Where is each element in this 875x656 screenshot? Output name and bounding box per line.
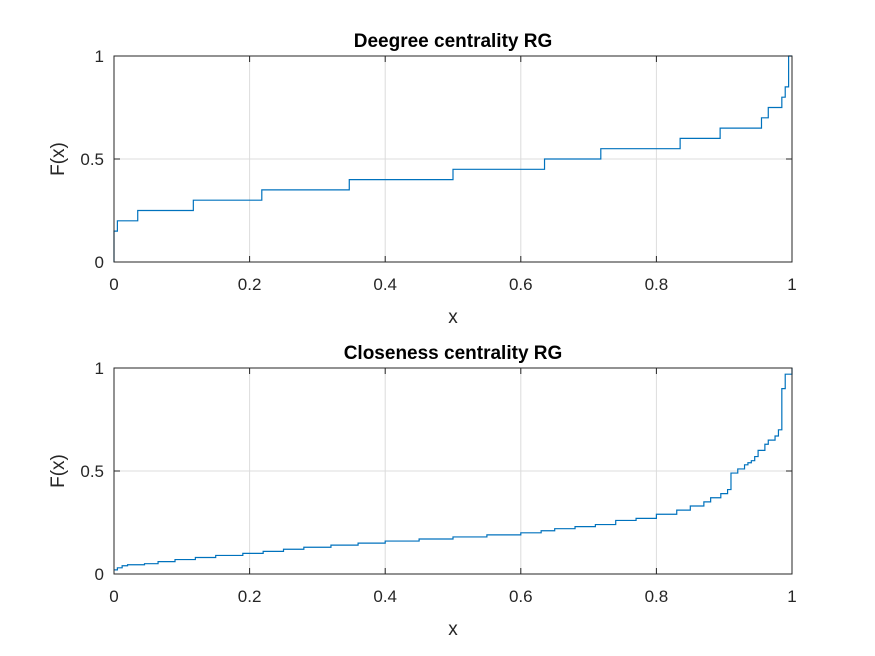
x-tick-label: 0.8 (645, 587, 669, 606)
series-line-0 (113, 55, 792, 262)
x-tick-label: 0.4 (373, 587, 397, 606)
x-tick-label: 1 (787, 587, 796, 606)
y-tick-label: 0 (95, 253, 104, 272)
x-tick-label: 0.8 (645, 275, 669, 294)
x-tick-label: 0 (109, 587, 118, 606)
y-tick-label: 0.5 (80, 462, 104, 481)
x-axis-label: x (448, 307, 458, 328)
y-axis-label: F(x) (48, 142, 69, 176)
chart-title: Deegree centrality RG (354, 31, 553, 52)
x-tick-label: 0.2 (238, 275, 262, 294)
closeness-centrality-plot: 0 0.2 0.4 0.6 0.8 1 0 0.5 1 Closeness centrality … (48, 343, 797, 640)
chart-title: Closeness centrality RG (344, 343, 563, 364)
y-tick-label: 0.5 (80, 150, 104, 169)
x-tick-label: 0.4 (373, 275, 397, 294)
x-tick-label: 0 (109, 275, 118, 294)
y-tick-label: 1 (95, 359, 104, 378)
series-line-0 (114, 368, 793, 571)
x-tick-label: 0.6 (509, 587, 533, 606)
x-tick-label: 0.6 (509, 275, 533, 294)
x-tick-label: 0.2 (238, 587, 262, 606)
x-tick-label: 1 (787, 275, 796, 294)
y-axis-label: F(x) (48, 454, 69, 488)
degree-centrality-plot: 0 0.2 0.4 0.6 0.8 1 0 0.5 1 Deegree centrality RG… (48, 31, 797, 328)
y-tick-label: 0 (95, 565, 104, 584)
y-tick-label: 1 (95, 47, 104, 66)
x-axis-label: x (448, 619, 458, 640)
